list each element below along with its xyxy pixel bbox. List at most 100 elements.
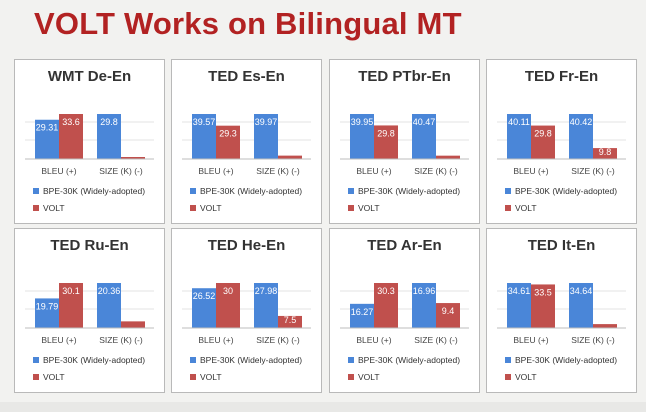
category-label: SIZE (K) (-) [571,335,615,345]
category-label: SIZE (K) (-) [99,166,143,176]
volt-bar [59,114,83,159]
data-label: 16.27 [351,307,374,317]
legend-label: BPE-30K (Widely-adopted) [200,355,303,365]
legend-label: VOLT [200,203,222,213]
chart-title: TED He-En [207,237,286,254]
data-label: 26.52 [193,291,216,301]
bpe-bar [507,283,531,328]
legend-label: BPE-30K (Widely-adopted) [515,186,618,196]
volt-bar [374,283,398,328]
volt-bar [531,125,555,159]
legend-label: VOLT [358,372,380,382]
data-label: 29.8 [534,129,552,139]
legend-entry: VOLT [190,372,222,382]
category-label: BLEU (+) [198,166,233,176]
chart-panel: TED Es-En 39.57 29.3 BLEU (+) 39.97 SIZE (K) … [171,59,322,224]
bpe-bar [35,119,59,159]
chart-title: WMT De-En [47,68,132,85]
legend-swatch [190,374,196,380]
data-label: 19.79 [36,301,59,311]
bpe-bar [569,283,593,328]
legend-entry: VOLT [190,203,222,213]
chart-title: TED Fr-En [524,68,599,85]
data-label: 27.98 [255,286,278,296]
chart-title: TED It-En [527,237,596,254]
bpe-bar [412,114,436,159]
legend-swatch [190,205,196,211]
legend-swatch [505,188,511,194]
volt-bar [436,155,460,159]
category-label: BLEU (+) [513,335,548,345]
data-label: 20.36 [98,286,121,296]
category-label: SIZE (K) (-) [414,335,458,345]
volt-bar [216,125,240,159]
legend-label: VOLT [515,372,537,382]
chart-panel: TED Ar-En 16.27 30.3 BLEU (+) 16.96 9.4 SIZE (… [329,228,480,393]
volt-bar [593,148,617,159]
chart-panel: TED He-En 26.52 30 BLEU (+) 27.98 7.5 SIZE (K)… [171,228,322,393]
legend-entry: BPE-30K (Widely-adopted) [505,355,617,365]
category-label: BLEU (+) [513,166,548,176]
legend-swatch [33,374,39,380]
chart-title: TED PTbr-En [358,68,451,85]
legend-entry: BPE-30K (Widely-adopted) [348,355,460,365]
legend-label: BPE-30K (Widely-adopted) [200,186,303,196]
data-label: 29.3 [219,129,237,139]
legend-entry: VOLT [505,372,537,382]
legend-swatch [190,188,196,194]
bpe-bar [254,114,278,159]
legend-swatch [33,357,39,363]
data-label: 9.8 [599,147,612,157]
legend-label: VOLT [43,203,65,213]
legend-entry: BPE-30K (Widely-adopted) [33,186,145,196]
volt-bar [278,155,302,159]
legend-label: VOLT [515,203,537,213]
data-label: 16.96 [413,286,436,296]
data-label: 39.95 [351,117,374,127]
bpe-bar [35,298,59,328]
data-label: 33.6 [62,117,80,127]
chart-title: TED Ru-En [50,237,129,254]
legend-swatch [348,205,354,211]
bpe-bar [192,288,216,328]
bpe-bar [507,114,531,159]
data-label: 39.57 [193,117,216,127]
bpe-bar [254,283,278,328]
volt-bar [593,324,617,328]
bpe-bar [192,114,216,159]
data-label: 9.4 [442,306,455,316]
data-label: 30 [223,286,233,296]
legend-label: VOLT [43,372,65,382]
legend-swatch [505,357,511,363]
bpe-bar [412,283,436,328]
data-label: 34.61 [508,286,531,296]
legend-swatch [505,374,511,380]
legend-swatch [190,357,196,363]
chart-panel: WMT De-En 29.31 33.6 BLEU (+) 29.8 SIZE (K) (… [14,59,165,224]
data-label: 30.1 [62,286,80,296]
bpe-bar [569,114,593,159]
data-label: 34.64 [570,286,593,296]
volt-bar [216,283,240,328]
chart-panel: TED Fr-En 40.11 29.8 BLEU (+) 40.42 9.8 SIZE (… [486,59,637,224]
legend-entry: VOLT [33,203,65,213]
legend-label: BPE-30K (Widely-adopted) [43,355,146,365]
legend-swatch [348,357,354,363]
chart-panel: TED Ru-En 19.79 30.1 BLEU (+) 20.36 SIZE (K) … [14,228,165,393]
legend-entry: VOLT [348,372,380,382]
category-label: BLEU (+) [41,335,76,345]
legend-entry: VOLT [348,203,380,213]
legend-label: BPE-30K (Widely-adopted) [515,355,618,365]
data-label: 7.5 [284,315,297,325]
legend-swatch [348,374,354,380]
category-label: BLEU (+) [356,166,391,176]
bar-chart: 40.11 29.8 BLEU (+) 40.42 9.8 SIZE (K) (-) [497,114,626,176]
bpe-bar [350,303,374,328]
data-label: 40.42 [570,117,593,127]
data-label: 40.47 [413,117,436,127]
legend-label: VOLT [358,203,380,213]
